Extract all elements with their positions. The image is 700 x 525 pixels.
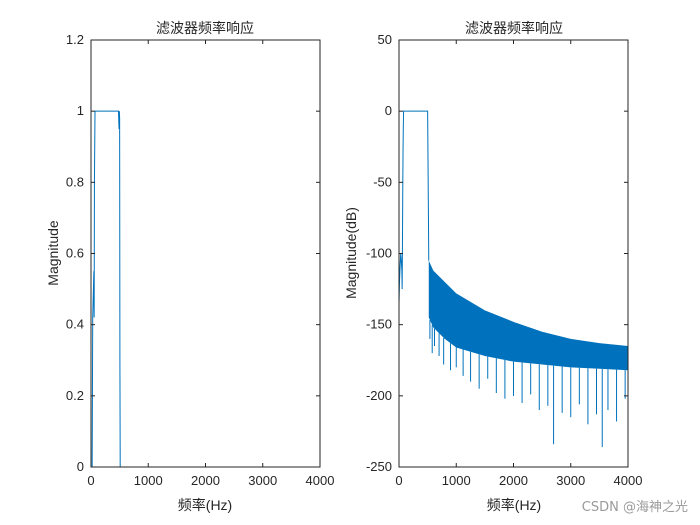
y-tick-label: 1.2 bbox=[66, 32, 84, 47]
y-tick-label: 0.4 bbox=[66, 317, 84, 332]
y-tick-label: 0 bbox=[385, 103, 392, 118]
left-plot-title: 滤波器频率响应 bbox=[156, 20, 254, 37]
y-tick-label: -150 bbox=[366, 317, 392, 332]
magnitude-db-response-line bbox=[398, 110, 430, 304]
x-tick-label: 1000 bbox=[442, 473, 471, 488]
left-plot-axes-box bbox=[90, 39, 321, 468]
stopband-ripple-band bbox=[428, 260, 628, 371]
left-y-axis-label: Magnitude bbox=[45, 220, 61, 286]
watermark: CSDN @海神之光 bbox=[581, 500, 688, 515]
magnitude-db-plot: 滤波器频率响应 0 1000 2000 3000 4000 -250 -200 -150 -1… bbox=[343, 20, 642, 513]
right-plot-axes-box bbox=[398, 39, 629, 468]
right-x-axis-label: 频率(Hz) bbox=[487, 497, 541, 513]
left-x-axis-label: 频率(Hz) bbox=[178, 497, 232, 513]
y-tick-label: 1 bbox=[77, 103, 84, 118]
right-plot-title: 滤波器频率响应 bbox=[465, 20, 563, 37]
x-tick-label: 4000 bbox=[306, 473, 335, 488]
y-tick-label: -250 bbox=[366, 459, 392, 474]
x-tick-label: 4000 bbox=[614, 473, 643, 488]
stopband-notch-spikes bbox=[429, 320, 626, 448]
y-tick-label: 0.6 bbox=[66, 246, 84, 261]
magnitude-plot: 滤波器频率响应 0 1000 2000 3000 4000 0 0.2 0.4 0.6 0.8 1… bbox=[45, 20, 334, 513]
y-tick-label: 0.8 bbox=[66, 174, 84, 189]
y-tick-label: 0 bbox=[77, 459, 84, 474]
y-tick-label: 0.2 bbox=[66, 388, 84, 403]
x-tick-label: 2000 bbox=[499, 473, 528, 488]
x-tick-label: 1000 bbox=[134, 473, 163, 488]
y-tick-label: 50 bbox=[378, 32, 392, 47]
magnitude-response-line bbox=[91, 110, 320, 468]
x-tick-label: 0 bbox=[395, 473, 402, 488]
x-tick-label: 3000 bbox=[248, 473, 277, 488]
right-y-axis-label: Magnitude(dB) bbox=[343, 207, 359, 299]
x-tick-label: 2000 bbox=[191, 473, 220, 488]
y-tick-label: -200 bbox=[366, 388, 392, 403]
y-tick-label: -50 bbox=[373, 174, 392, 189]
x-tick-label: 3000 bbox=[556, 473, 585, 488]
x-tick-label: 0 bbox=[87, 473, 94, 488]
y-tick-label: -100 bbox=[366, 246, 392, 261]
